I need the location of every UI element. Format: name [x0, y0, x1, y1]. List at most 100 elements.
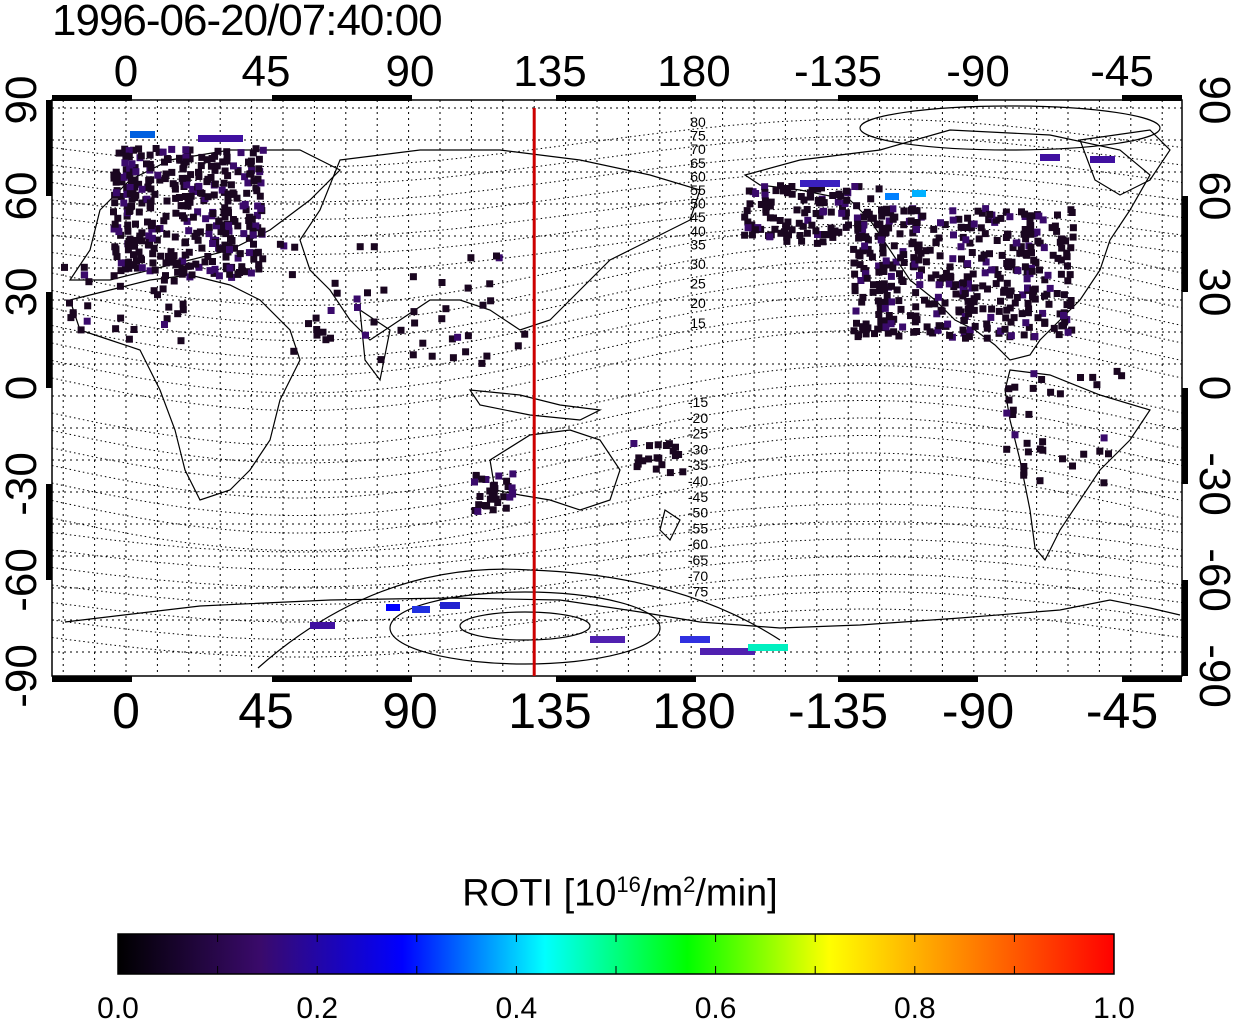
roti-cell — [151, 190, 159, 198]
roti-cell — [1041, 276, 1049, 284]
mlat-contour — [51, 330, 1183, 411]
roti-cell — [964, 214, 972, 222]
roti-cell — [126, 184, 134, 191]
roti-cell — [949, 216, 957, 224]
roti-cell — [419, 339, 427, 347]
roti-cell — [1003, 279, 1011, 287]
roti-cell — [204, 253, 212, 260]
roti-cell — [115, 149, 123, 157]
roti-cell — [1090, 156, 1115, 163]
roti-cell — [762, 200, 769, 208]
roti-cell — [852, 307, 860, 315]
roti-cell — [223, 148, 231, 156]
roti-cell — [80, 263, 88, 271]
roti-cell — [970, 306, 978, 314]
roti-cell — [185, 248, 193, 256]
roti-cell — [254, 248, 262, 256]
roti-cell — [1025, 323, 1033, 331]
roti-cell — [249, 227, 257, 235]
roti-cell — [248, 215, 256, 223]
roti-cell — [995, 307, 1003, 315]
x-tick-label: 45 — [238, 683, 294, 739]
roti-cell — [187, 262, 194, 270]
roti-cell — [440, 602, 460, 609]
roti-cell — [1005, 396, 1013, 404]
roti-cell — [243, 268, 250, 276]
roti-cell — [149, 259, 157, 267]
roti-cell — [869, 288, 877, 296]
roti-cell — [818, 184, 825, 192]
y-tick-label: 30 — [1190, 268, 1239, 317]
roti-cell — [130, 146, 138, 154]
roti-cell — [1080, 450, 1088, 458]
roti-cell — [226, 264, 234, 272]
roti-cell — [163, 315, 171, 323]
roti-cell — [132, 220, 139, 228]
roti-cell — [864, 324, 872, 332]
y-tick-label: -60 — [0, 548, 46, 612]
roti-cell — [196, 228, 204, 236]
roti-cell — [1041, 292, 1048, 300]
roti-cell — [224, 190, 232, 198]
roti-cell — [409, 351, 417, 359]
roti-cell — [634, 460, 642, 468]
roti-cell — [890, 242, 898, 250]
roti-cell — [971, 284, 979, 292]
x-tick-label: 180 — [657, 47, 730, 96]
roti-cell — [955, 306, 963, 314]
roti-cell — [486, 487, 494, 495]
roti-cell — [143, 195, 151, 203]
roti-cell — [679, 468, 687, 476]
roti-cell — [255, 265, 263, 273]
roti-cell — [842, 212, 850, 220]
roti-cell — [744, 218, 752, 226]
y-tick-label: 30 — [0, 268, 46, 317]
contour-label: 35 — [690, 236, 706, 252]
roti-cell — [464, 332, 472, 340]
roti-cell — [979, 282, 987, 290]
roti-cell — [486, 495, 494, 503]
roti-cell — [150, 244, 158, 252]
roti-cell — [195, 182, 203, 190]
mlat-contour — [51, 556, 1183, 605]
roti-cell — [843, 196, 851, 204]
roti-cell — [198, 153, 206, 161]
roti-cell — [154, 171, 162, 179]
roti-cell — [859, 293, 867, 301]
roti-cell — [138, 185, 146, 193]
roti-cell — [662, 442, 670, 449]
roti-cell — [875, 281, 883, 288]
roti-cell — [777, 182, 784, 190]
roti-cell — [949, 207, 957, 215]
roti-cell — [150, 287, 158, 295]
x-tick-label: -135 — [788, 683, 888, 739]
roti-cell — [179, 300, 187, 308]
roti-cell — [1020, 331, 1028, 339]
roti-cell — [645, 455, 653, 463]
roti-cell — [386, 604, 400, 611]
roti-cell — [935, 322, 943, 330]
y-axis-left-labels: 90 60 30 0 -30 -60 -90 — [0, 76, 46, 708]
roti-cell — [757, 201, 765, 208]
roti-cell — [171, 185, 179, 193]
mlat-contour — [51, 591, 1183, 640]
roti-cell — [892, 258, 900, 266]
contour-label: -45 — [688, 489, 708, 505]
roti-cell — [934, 326, 942, 334]
roti-cell — [454, 333, 462, 341]
roti-cell — [964, 260, 972, 268]
roti-cell — [1017, 243, 1025, 251]
roti-cell — [870, 281, 877, 289]
roti-cell — [748, 231, 756, 239]
roti-cell — [115, 228, 123, 236]
roti-cell — [380, 286, 388, 294]
roti-cell — [164, 156, 172, 163]
roti-cell — [926, 328, 934, 336]
roti-cell — [960, 316, 968, 324]
roti-cell — [1003, 409, 1011, 417]
roti-cell — [471, 478, 478, 486]
roti-cell — [187, 192, 195, 200]
roti-cell — [1008, 260, 1016, 268]
roti-cell — [161, 175, 169, 183]
roti-cell — [1021, 226, 1029, 233]
